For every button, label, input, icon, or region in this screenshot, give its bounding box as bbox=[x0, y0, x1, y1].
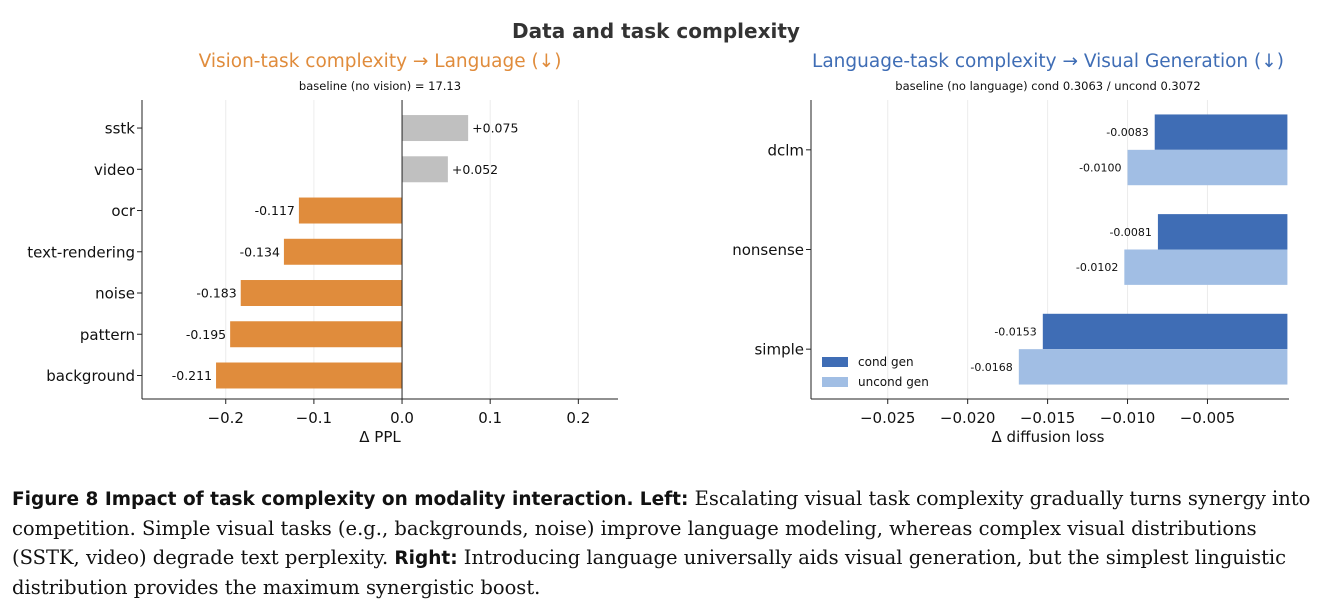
right-bar-dclm-uncond bbox=[1127, 149, 1288, 186]
left-x-tick-label: 0.2 bbox=[566, 409, 590, 427]
left-x-axis-label: Δ PPL bbox=[359, 428, 401, 446]
left-value-label: -0.211 bbox=[172, 368, 212, 383]
figure: Data and task complexity Vision-task com… bbox=[27, 19, 1289, 446]
right-category-label: dclm bbox=[767, 141, 804, 159]
right-x-tick-label: −0.005 bbox=[1180, 409, 1236, 427]
left-bars bbox=[216, 115, 469, 389]
figure-suptitle: Data and task complexity bbox=[512, 19, 800, 43]
right-x-tick-label: −0.015 bbox=[1020, 409, 1076, 427]
left-panel: Vision-task complexity → Language (↓) ba… bbox=[27, 51, 618, 446]
left-x-tick-label: 0.0 bbox=[390, 409, 414, 427]
left-bar-pattern bbox=[230, 321, 403, 348]
right-panel-title: Language-task complexity → Visual Genera… bbox=[812, 51, 1284, 72]
left-category-labels: sstk video ocr text-rendering noise pattern ba… bbox=[27, 120, 142, 385]
left-panel-title: Vision-task complexity → Language (↓) bbox=[199, 51, 562, 72]
left-bar-background bbox=[216, 362, 403, 389]
right-bar-simple-uncond bbox=[1018, 349, 1288, 385]
right-bar-simple-cond bbox=[1042, 313, 1288, 350]
right-x-tick-label: −0.010 bbox=[1100, 409, 1156, 427]
caption-figure-label: Figure 8 Impact of task complexity on mo… bbox=[12, 489, 634, 510]
left-category-label: text-rendering bbox=[27, 243, 135, 261]
right-value-label: -0.0168 bbox=[970, 361, 1012, 374]
left-category-label: video bbox=[94, 161, 135, 179]
right-category-label: nonsense bbox=[732, 241, 804, 259]
left-bar-ocr bbox=[298, 197, 403, 224]
figure-caption: Figure 8 Impact of task complexity on mo… bbox=[12, 484, 1322, 602]
left-x-tick-label: 0.1 bbox=[478, 409, 502, 427]
left-bar-noise bbox=[240, 280, 403, 307]
left-bar-text-rendering bbox=[283, 238, 403, 265]
right-panel: Language-task complexity → Visual Genera… bbox=[732, 51, 1289, 446]
legend-label-cond: cond gen bbox=[858, 355, 914, 369]
caption-left-text: Escalating visual task complexity gradua… bbox=[12, 487, 1311, 569]
right-category-labels: dclm nonsense simple bbox=[732, 141, 811, 359]
right-bar-nonsense-cond bbox=[1157, 214, 1288, 250]
right-x-ticks: −0.025 −0.020 −0.015 −0.010 −0.005 bbox=[860, 399, 1235, 427]
left-bar-video bbox=[402, 156, 448, 183]
right-bar-nonsense-uncond bbox=[1124, 249, 1288, 285]
left-x-tick-label: −0.2 bbox=[208, 409, 244, 427]
legend-swatch-uncond bbox=[822, 377, 848, 387]
legend-swatch-cond bbox=[822, 357, 848, 367]
left-category-label: ocr bbox=[111, 202, 135, 220]
left-category-label: pattern bbox=[80, 326, 135, 344]
left-panel-subtitle: baseline (no vision) = 17.13 bbox=[299, 79, 461, 93]
right-x-tick-label: −0.025 bbox=[860, 409, 916, 427]
left-category-label: sstk bbox=[105, 120, 136, 138]
right-x-tick-label: −0.020 bbox=[940, 409, 996, 427]
left-bar-sstk bbox=[402, 115, 469, 142]
right-panel-subtitle: baseline (no language) cond 0.3063 / unc… bbox=[895, 79, 1200, 93]
right-bar-dclm-cond bbox=[1154, 114, 1288, 150]
left-value-label: +0.075 bbox=[472, 121, 518, 136]
left-category-label: background bbox=[46, 367, 135, 385]
left-value-label: -0.183 bbox=[196, 286, 236, 301]
left-x-tick-label: −0.1 bbox=[296, 409, 332, 427]
right-value-label: -0.0083 bbox=[1106, 126, 1148, 139]
right-x-axis-label: Δ diffusion loss bbox=[992, 428, 1105, 446]
right-value-label: -0.0100 bbox=[1079, 162, 1121, 175]
right-value-labels: -0.0083 -0.0100 -0.0081 -0.0102 -0.0153 -0.01… bbox=[970, 126, 1152, 374]
right-category-label: simple bbox=[754, 341, 804, 359]
left-category-label: noise bbox=[95, 285, 135, 303]
caption-left-label: Left: bbox=[639, 489, 689, 510]
left-value-label: -0.195 bbox=[186, 327, 226, 342]
caption-right-label: Right: bbox=[394, 548, 458, 569]
legend-label-uncond: uncond gen bbox=[858, 375, 929, 389]
right-value-label: -0.0081 bbox=[1109, 226, 1151, 239]
left-value-label: -0.117 bbox=[255, 203, 295, 218]
left-value-label: -0.134 bbox=[240, 244, 280, 259]
left-x-ticks: −0.2 −0.1 0.0 0.1 0.2 bbox=[208, 399, 590, 427]
left-value-labels: +0.075 +0.052 -0.117 -0.134 -0.183 -0.195 -0.2… bbox=[172, 121, 519, 383]
caption-right-text: Introducing language universally aids vi… bbox=[12, 546, 1287, 599]
left-value-label: +0.052 bbox=[452, 162, 498, 177]
right-legend: cond gen uncond gen bbox=[822, 355, 929, 389]
right-value-label: -0.0153 bbox=[994, 325, 1036, 338]
right-value-label: -0.0102 bbox=[1076, 261, 1118, 274]
right-bars bbox=[1018, 114, 1288, 385]
